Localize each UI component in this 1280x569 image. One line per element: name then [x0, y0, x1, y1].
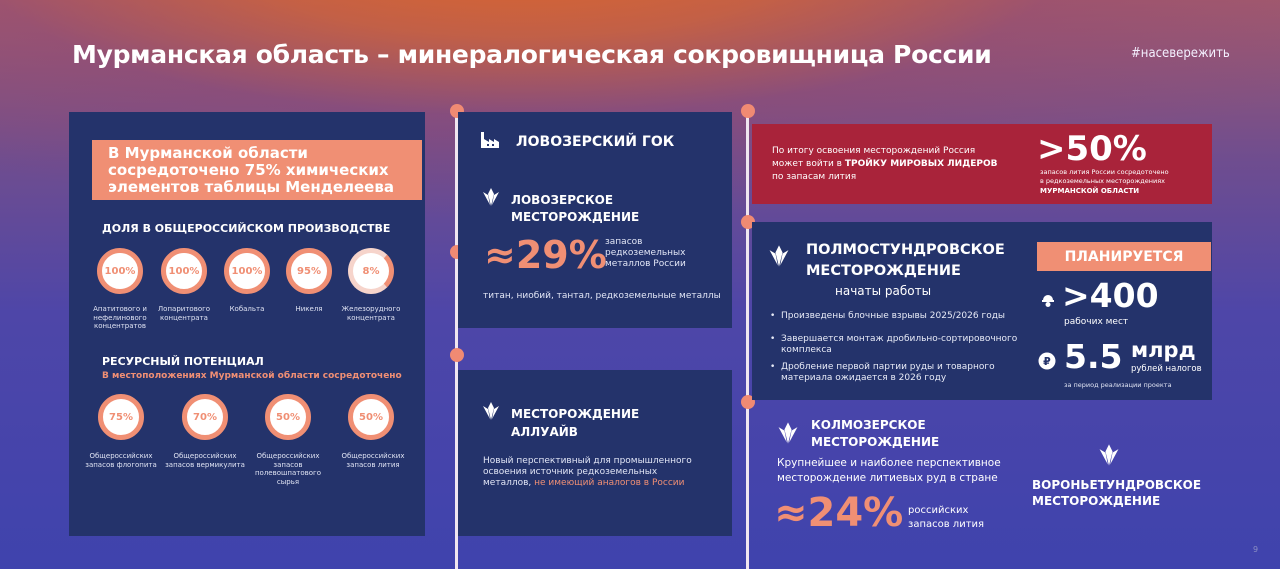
kolmoz-value: ≈24% — [774, 490, 904, 536]
crystal-icon — [1099, 444, 1119, 466]
lovozero-panel — [458, 112, 732, 328]
lovozero-value: ≈29% — [484, 233, 607, 277]
timeline-dot — [450, 348, 464, 362]
crystal-icon — [483, 402, 499, 420]
lithium-banner-text-3: по запасам лития — [772, 172, 857, 182]
alluaiv-title-2: АЛЛУАЙВ — [511, 425, 578, 439]
polmos-status: начаты работы — [835, 284, 932, 298]
page-number: 9 — [1253, 545, 1259, 554]
ruble-icon: ₽ — [1038, 352, 1056, 370]
lithium-banner-text-1: По итогу освоения месторождений Россия — [772, 146, 976, 156]
production-heading: ДОЛЯ В ОБЩЕРОССИЙСКОМ ПРОИЗВОДСТВЕ — [102, 222, 391, 235]
lithium-banner-text-2a: может войти в — [772, 159, 842, 169]
lithium-caption-1: запасов лития России сосредоточено — [1040, 168, 1169, 176]
timeline-line-right — [746, 112, 749, 569]
crystal-icon — [769, 245, 789, 267]
production-label: Железорудного концентрата — [341, 305, 401, 322]
worker-icon — [1042, 295, 1054, 307]
resource-ring: 70% — [182, 394, 228, 440]
resource-ring: 75% — [98, 394, 144, 440]
lithium-banner — [752, 124, 1212, 204]
svg-text:₽: ₽ — [1043, 355, 1051, 368]
alluaiv-desc-accent: не имеющий аналогов в России — [534, 478, 685, 488]
kolmoz-value-caption: российских запасов лития — [908, 505, 985, 530]
kolmoz-title-2: МЕСТОРОЖДЕНИЕ — [811, 435, 940, 449]
tax-caption: рублей налогов — [1131, 364, 1202, 374]
production-ring: 100% — [224, 248, 270, 294]
jobs-value: >400 — [1062, 276, 1159, 315]
tax-unit: млрд — [1131, 338, 1196, 362]
production-label: Лопаритового концентрата — [157, 305, 211, 322]
resource-label: Общероссийских запасов вермикулита — [165, 452, 245, 469]
polmos-bullet: Произведены блочные взрывы 2025/2026 год… — [770, 311, 1031, 322]
polmos-bullet: Дробление первой партии руды и товарного… — [770, 362, 1016, 384]
timeline-dot — [741, 395, 755, 409]
lithium-banner-text-2b: ТРОЙКУ МИРОВЫХ ЛИДЕРОВ — [844, 159, 998, 169]
resource-ring: 50% — [265, 394, 311, 440]
resource-label: Общероссийских запасов флогопита — [85, 452, 157, 469]
alluaiv-desc: Новый перспективный для промышленного ос… — [483, 456, 708, 489]
timeline-dot — [741, 215, 755, 229]
factory-icon — [481, 132, 499, 148]
voron-title-1: ВОРОНЬЕТУНДРОВСКОЕ — [1032, 478, 1202, 492]
lovozero-value-caption: запасов редкоземельных металлов России — [605, 237, 686, 269]
lovozero-deposit-title-1: ЛОВОЗЕРСКОЕ — [511, 193, 614, 207]
elements-banner-bg — [92, 140, 422, 200]
elements-banner: В Мурманской области сосредоточено 75% х… — [108, 144, 394, 196]
production-ring: 100% — [161, 248, 207, 294]
kolmoz-title-1: КОЛМОЗЕРСКОЕ — [811, 418, 926, 432]
production-label: Никеля — [295, 305, 323, 313]
alluaiv-desc-text: Новый перспективный для промышленного ос… — [483, 456, 692, 488]
plan-badge: ПЛАНИРУЕТСЯ — [1037, 242, 1211, 271]
timeline-line-left — [455, 112, 458, 569]
lithium-caption-3: МУРМАНСКОЙ ОБЛАСТИ — [1040, 187, 1140, 195]
lovozero-deposit-title-2: МЕСТОРОЖДЕНИЕ — [511, 210, 640, 224]
timeline-dot — [741, 104, 755, 118]
polmos-title-1: ПОЛМОСТУНДРОВСКОЕ — [806, 242, 1005, 258]
production-ring: 100% — [97, 248, 143, 294]
alluaiv-panel — [458, 370, 732, 536]
resource-subheading: В местоположениях Мурманской области сос… — [102, 371, 402, 381]
jobs-caption: рабочих мест — [1064, 317, 1129, 327]
polmos-bullet: Завершается монтаж дробильно-сортировочн… — [770, 334, 1021, 356]
production-label: Апатитового и нефелинового концентратов — [93, 305, 147, 330]
production-label: Кобальта — [229, 305, 265, 313]
lovozero-metals: титан, ниобий, тантал, редкоземельные ме… — [483, 291, 721, 301]
hashtag: #насевережить — [1131, 46, 1230, 61]
lithium-banner-text-2: может войти в ТРОЙКУ МИРОВЫХ ЛИДЕРОВ — [772, 159, 997, 170]
crystal-icon — [778, 422, 798, 444]
lovozero-gok-title: ЛОВОЗЕРСКИЙ ГОК — [516, 134, 675, 150]
voron-title-2: МЕСТОРОЖДЕНИЕ — [1032, 494, 1161, 508]
production-ring: 8% — [348, 248, 394, 294]
lithium-big-value: >50% — [1037, 129, 1147, 169]
polmos-title-2: МЕСТОРОЖДЕНИЕ — [806, 263, 961, 279]
resource-ring: 50% — [348, 394, 394, 440]
resource-label: Общероссийских запасов полевошпатового с… — [254, 452, 322, 486]
tax-period: за период реализации проекта — [1064, 381, 1172, 389]
resource-label: Общероссийских запасов лития — [341, 452, 405, 469]
kolmoz-desc: Крупнейшее и наиболее перспективное мест… — [777, 457, 1001, 484]
lithium-caption-2: в редкоземельных месторождениях — [1040, 177, 1165, 185]
alluaiv-title-1: МЕСТОРОЖДЕНИЕ — [511, 407, 640, 421]
resource-heading: РЕСУРСНЫЙ ПОТЕНЦИАЛ — [102, 355, 264, 368]
production-ring: 95% — [286, 248, 332, 294]
page-title: Мурманская область – минералогическая со… — [72, 40, 992, 69]
crystal-icon — [483, 188, 499, 206]
tax-value: 5.5 — [1064, 337, 1123, 376]
